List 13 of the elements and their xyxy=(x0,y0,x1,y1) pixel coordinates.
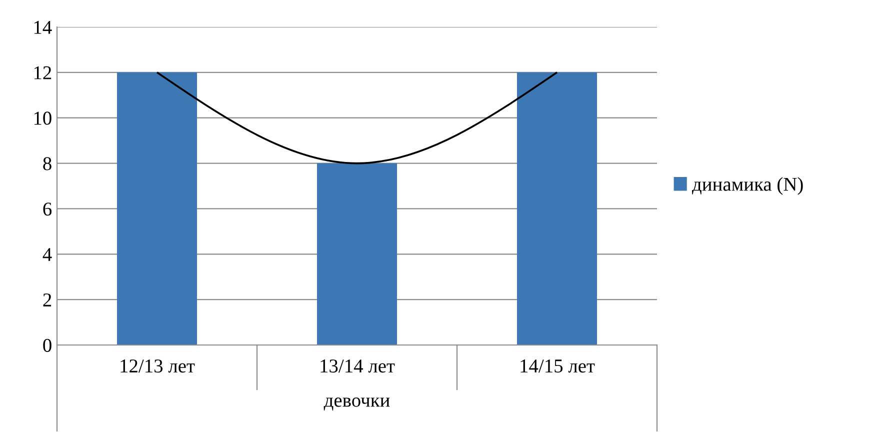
legend-label: динамика (N) xyxy=(692,177,803,195)
y-tick-label: 0 xyxy=(43,338,52,352)
y-tick-label: 12 xyxy=(34,66,52,80)
y-tick-label: 10 xyxy=(34,112,52,125)
x-tick-label: 13/14 лет xyxy=(320,360,395,373)
y-tick-label: 8 xyxy=(43,157,52,170)
x-tick-label: 14/15 лет xyxy=(520,360,595,373)
y-tick-label: 14 xyxy=(34,20,52,34)
y-tick-label: 2 xyxy=(43,293,52,306)
x-axis-title: девочки xyxy=(324,398,390,410)
x-tick-label: 12/13 лет xyxy=(120,360,195,373)
y-tick-label: 4 xyxy=(42,248,52,261)
y-tick-label: 6 xyxy=(43,202,52,216)
